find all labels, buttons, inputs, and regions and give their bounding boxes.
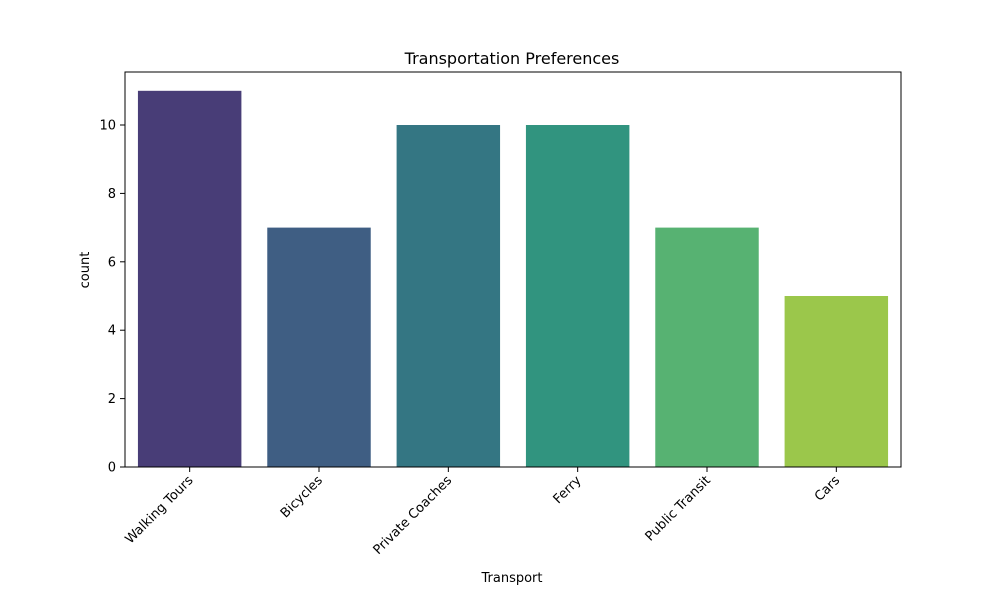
x-tick-label: Cars — [812, 473, 843, 504]
bar-private-coaches — [396, 125, 501, 467]
bar-bicycles — [267, 227, 371, 467]
x-tick-label: Private Coaches — [371, 473, 456, 558]
y-axis-label: count — [78, 252, 93, 289]
y-tick-label: 10 — [99, 119, 116, 134]
y-tick-label: 6 — [108, 255, 116, 270]
x-tick-label: Bicycles — [278, 473, 326, 521]
y-tick-label: 0 — [108, 461, 116, 476]
x-tick-label: Ferry — [551, 473, 585, 507]
x-tick-label: Public Transit — [643, 473, 714, 544]
x-axis: Walking Tours Bicycles Private Coaches Ferr… — [123, 467, 843, 558]
x-tick-label: Walking Tours — [123, 473, 197, 547]
y-tick-label: 4 — [108, 324, 116, 339]
bar-cars — [784, 296, 889, 467]
x-axis-label: Transport — [480, 571, 542, 586]
y-axis: 0 2 4 6 8 10 — [99, 119, 125, 476]
y-tick-label: 2 — [108, 392, 116, 407]
y-tick-label: 8 — [108, 187, 116, 202]
bar-ferry — [525, 125, 630, 467]
plot-frame — [124, 71, 902, 468]
bar-public-transit — [655, 227, 759, 467]
bars-group — [137, 90, 889, 468]
bar-walking-tours — [137, 90, 242, 468]
chart-title: Transportation Preferences — [404, 49, 620, 68]
